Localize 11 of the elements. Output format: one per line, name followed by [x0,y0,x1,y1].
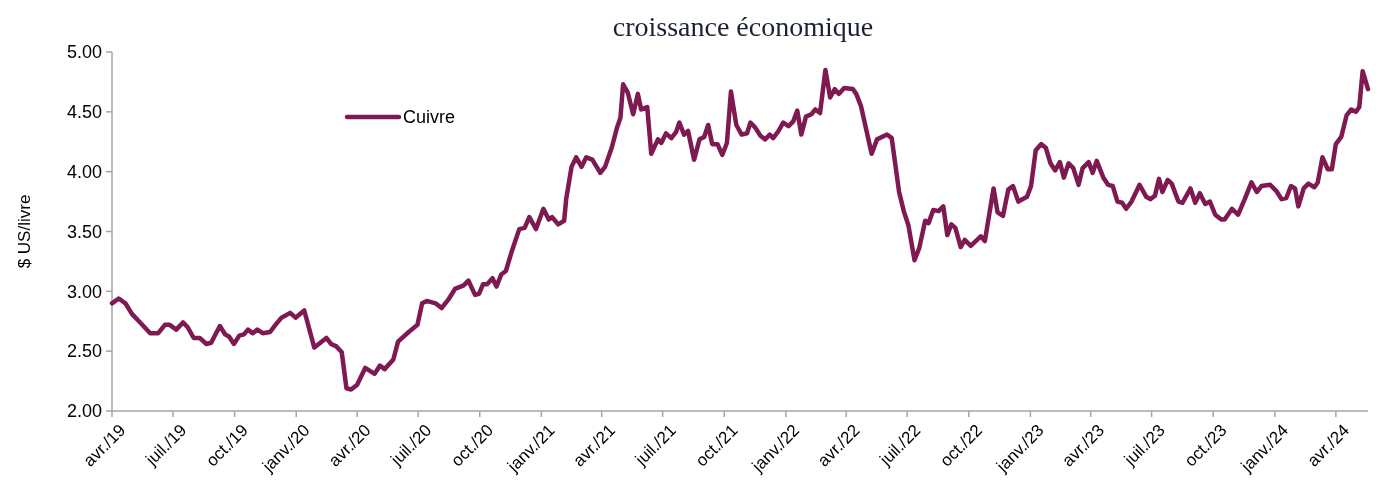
legend-label: Cuivre [403,107,456,128]
y-tick-label: 2.00 [66,401,102,422]
y-tick-label: 4.00 [66,161,102,182]
line-series [109,67,1371,392]
y-tick-label: 2.50 [66,341,102,362]
y-tick-label: 3.00 [66,281,102,302]
chart-title: croissance économique [612,11,874,42]
y-tick-label: 5.00 [66,42,102,63]
y-axis-title: $ US/livre [15,194,34,269]
y-tick-label: 4.50 [66,102,102,123]
y-tick-label: 3.50 [66,221,102,242]
